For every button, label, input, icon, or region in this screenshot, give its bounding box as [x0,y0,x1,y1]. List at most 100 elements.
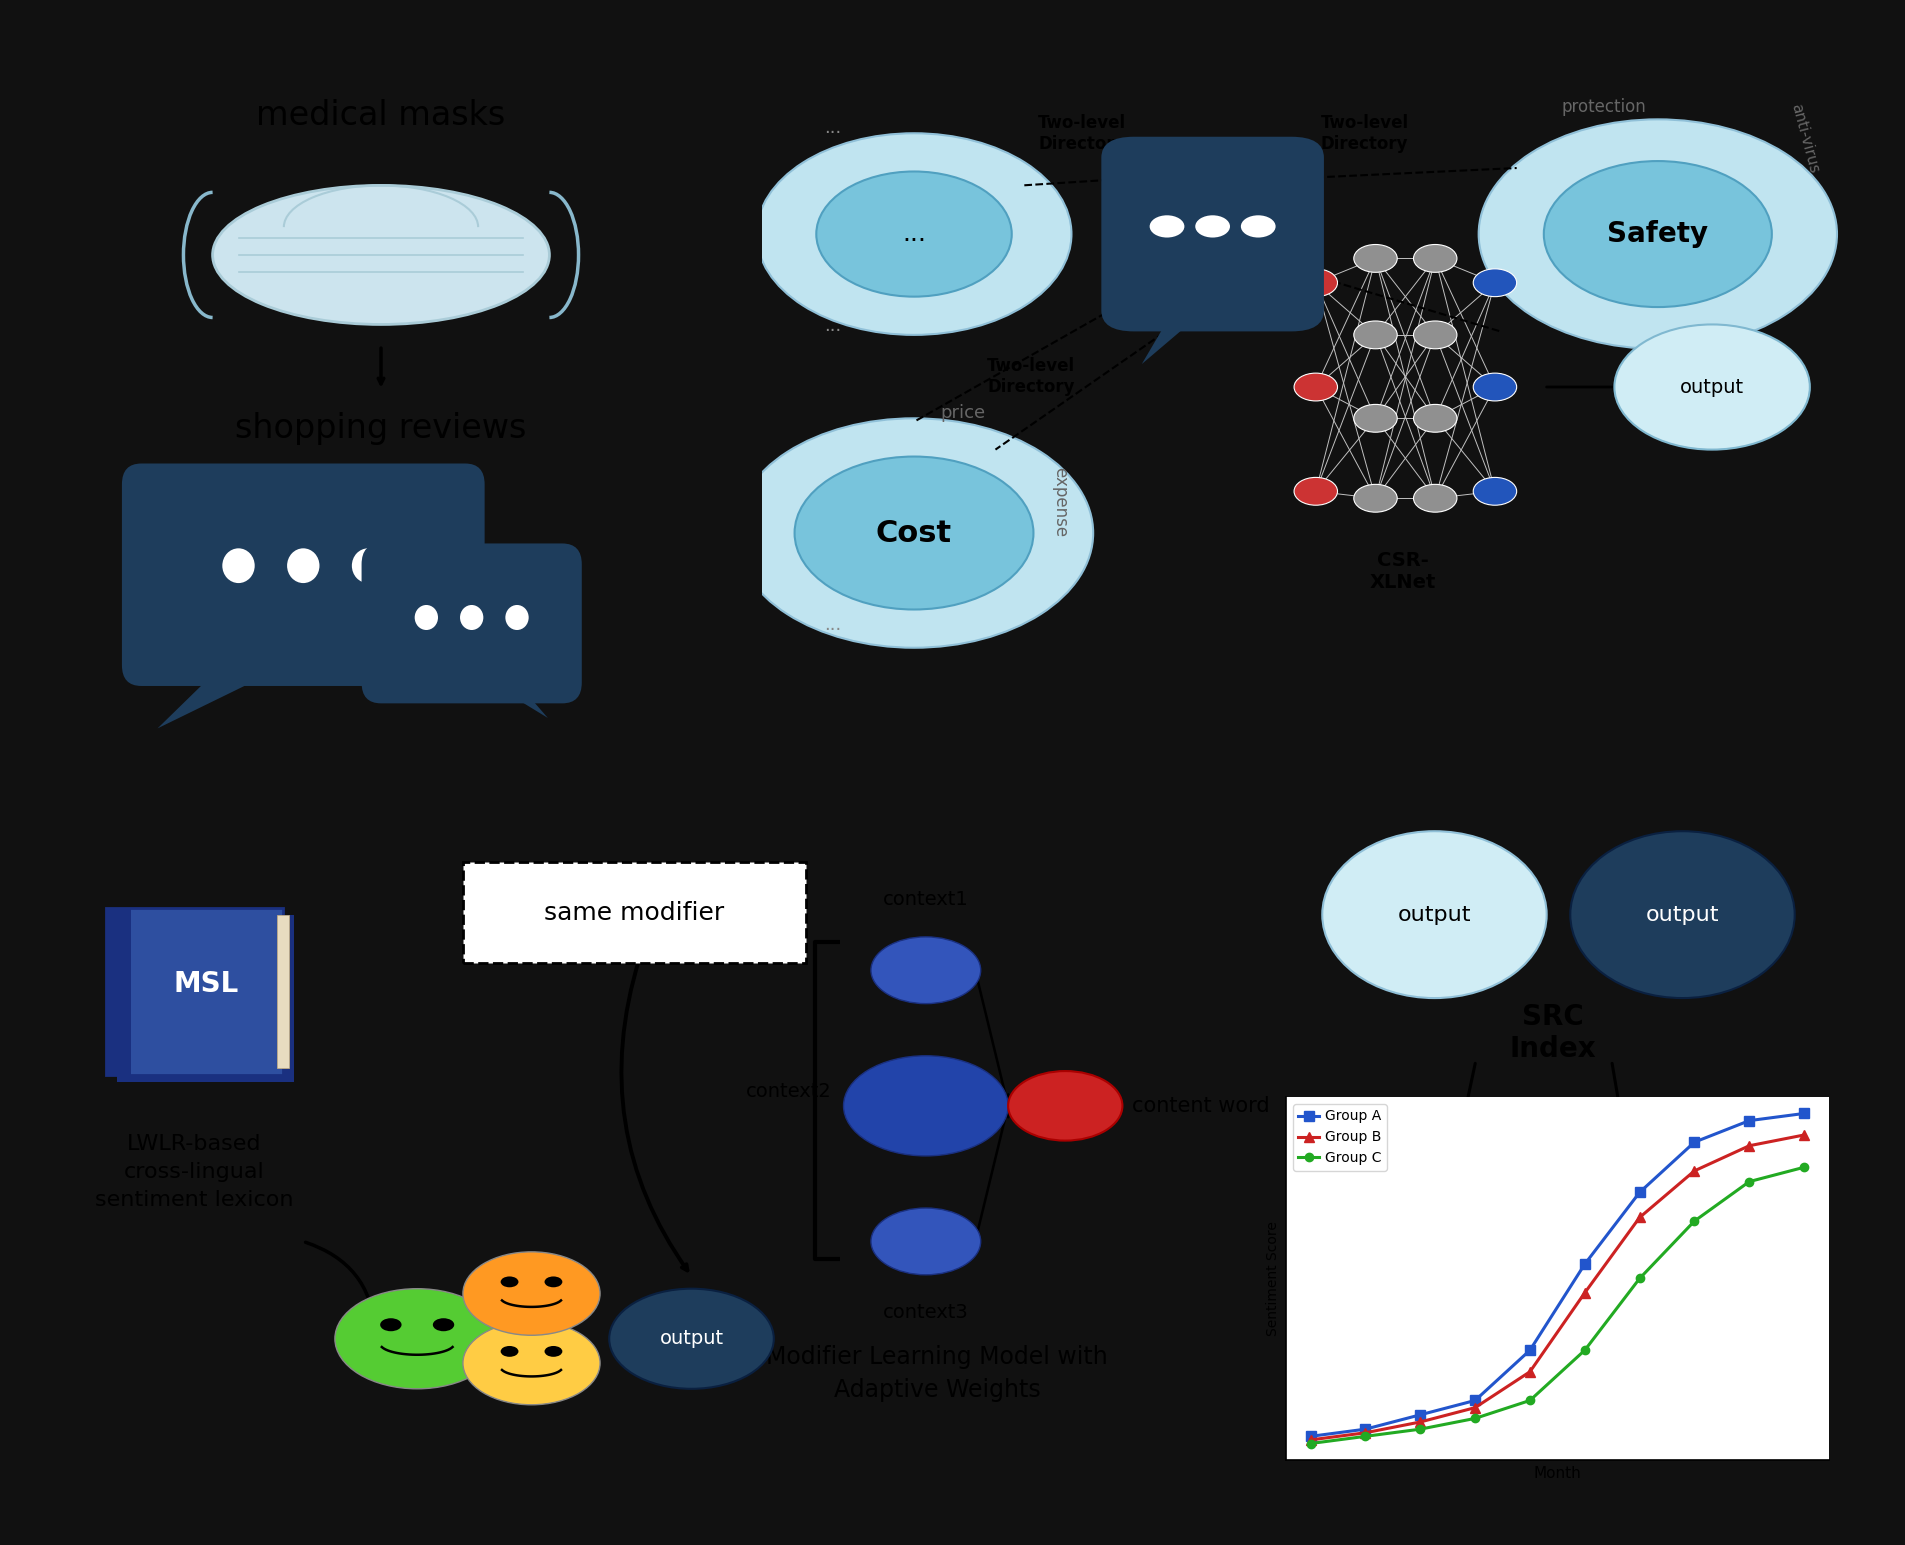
Circle shape [501,1346,518,1357]
Text: Two-level
Directory: Two-level Directory [1038,114,1126,153]
Circle shape [545,1346,562,1357]
Circle shape [1354,321,1396,349]
Text: output: output [659,1329,724,1349]
Legend: Group A, Group B, Group C: Group A, Group B, Group C [1293,1103,1387,1171]
Circle shape [415,606,438,630]
Circle shape [1473,269,1516,297]
Text: output: output [1680,377,1745,397]
Text: context1: context1 [882,890,970,908]
Circle shape [844,1055,1008,1156]
FancyBboxPatch shape [118,915,293,1082]
Text: output: output [1398,905,1471,924]
Group B [1574,1284,1596,1302]
FancyBboxPatch shape [1101,138,1324,332]
Group A [1410,1406,1433,1424]
Group C [1793,1159,1815,1177]
Text: output: output [1646,905,1718,924]
Text: expense: expense [1052,467,1069,538]
Circle shape [871,1208,981,1275]
Circle shape [1008,1071,1122,1140]
Group C [1410,1420,1433,1438]
Text: Cost: Cost [876,519,952,547]
Group A [1793,1105,1815,1123]
Circle shape [1293,477,1337,505]
Text: ...: ... [1726,328,1743,346]
Circle shape [1293,269,1337,297]
Text: anti-virus: anti-virus [1789,102,1821,175]
Circle shape [432,1318,453,1332]
Group B [1793,1126,1815,1145]
Group B [1737,1137,1760,1156]
Group B [1518,1363,1541,1381]
Group C [1354,1428,1377,1446]
Text: Two-level
Directory: Two-level Directory [1320,114,1408,153]
Circle shape [1414,485,1457,513]
FancyBboxPatch shape [278,915,290,1068]
Text: Two-level
Directory: Two-level Directory [987,357,1074,396]
Group A [1299,1428,1322,1446]
Line: Group B: Group B [1305,1129,1810,1445]
Circle shape [1293,374,1337,400]
Group A [1463,1390,1486,1409]
Circle shape [756,133,1071,335]
Text: ...: ... [825,317,842,335]
Polygon shape [158,664,288,728]
Circle shape [1478,119,1836,349]
FancyBboxPatch shape [105,907,282,1075]
Text: SRC
Index: SRC Index [1509,1003,1596,1063]
Y-axis label: Sentiment Score: Sentiment Score [1267,1221,1280,1336]
Circle shape [1414,405,1457,433]
Text: Modifier Learning Model with
Adaptive Weights: Modifier Learning Model with Adaptive We… [766,1346,1109,1401]
Group A [1574,1255,1596,1273]
Group C [1299,1434,1322,1452]
Polygon shape [490,683,549,718]
Circle shape [545,1276,562,1287]
Circle shape [501,1276,518,1287]
Group C [1737,1173,1760,1191]
Circle shape [288,548,320,582]
Circle shape [815,171,1012,297]
FancyBboxPatch shape [122,464,484,686]
Group B [1354,1423,1377,1441]
Circle shape [1240,215,1276,238]
Text: context3: context3 [882,1302,970,1321]
Circle shape [1354,405,1396,433]
Text: content word: content word [1132,1095,1269,1115]
Circle shape [1473,477,1516,505]
Group C [1518,1390,1541,1409]
Group C [1463,1409,1486,1428]
FancyBboxPatch shape [105,907,131,1075]
Group B [1410,1412,1433,1431]
Circle shape [352,548,385,582]
Ellipse shape [213,185,549,324]
Ellipse shape [1570,831,1795,998]
Group A [1518,1341,1541,1360]
Circle shape [463,1321,600,1404]
Circle shape [871,936,981,1004]
Circle shape [735,419,1093,647]
Circle shape [459,606,484,630]
Group B [1629,1208,1652,1227]
Circle shape [794,457,1034,610]
Group B [1463,1398,1486,1417]
Text: same modifier: same modifier [545,901,724,924]
Ellipse shape [1322,831,1547,998]
Text: MSL: MSL [173,970,238,998]
Group C [1629,1270,1652,1289]
Circle shape [1354,485,1396,513]
Line: Group A: Group A [1305,1109,1810,1441]
Circle shape [223,548,255,582]
X-axis label: Month: Month [1534,1466,1581,1480]
Line: Group C: Group C [1307,1163,1808,1448]
Text: LWLR-based
cross-lingual
sentiment lexicon: LWLR-based cross-lingual sentiment lexic… [95,1134,293,1210]
Group A [1354,1420,1377,1438]
Group A [1629,1183,1652,1202]
Circle shape [1473,374,1516,400]
Group B [1682,1162,1705,1180]
Circle shape [1614,324,1810,450]
Group C [1574,1341,1596,1360]
Text: CSR-
XLNet: CSR- XLNet [1370,550,1436,592]
Polygon shape [1141,311,1204,365]
Circle shape [1414,244,1457,272]
Circle shape [1149,215,1185,238]
